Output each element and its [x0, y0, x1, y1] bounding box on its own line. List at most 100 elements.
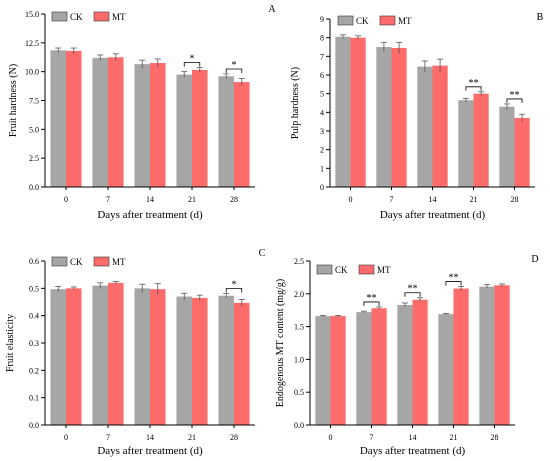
y-tick-label: 12.5 [25, 39, 39, 48]
significance-bracket [363, 301, 380, 306]
x-tick-label: 0 [329, 433, 333, 442]
bar-ck [356, 312, 372, 425]
x-tick-label: 28 [511, 195, 519, 204]
x-tick-label: 7 [370, 433, 374, 442]
x-tick-label: 7 [106, 195, 110, 204]
significance-label: ** [408, 284, 418, 295]
bar-ck [499, 106, 515, 187]
bar-mt [192, 297, 208, 425]
x-tick-label: 28 [230, 195, 238, 204]
y-axis-label: Endogenous MT content (mg/g) [275, 279, 286, 407]
bar-mt [391, 47, 407, 187]
significance-bracket [225, 288, 243, 293]
bar-ck [376, 47, 392, 187]
y-tick-label: 0.4 [29, 312, 39, 321]
x-tick-label: 0 [349, 195, 353, 204]
bar-mt [108, 57, 124, 187]
panel-letter: C [259, 248, 266, 259]
y-tick-label: 10.0 [25, 68, 39, 77]
panel-letter: D [531, 254, 538, 265]
bar-ck [438, 314, 454, 425]
legend-swatch-mt [358, 264, 375, 275]
bar-mt [66, 50, 82, 188]
y-tick-label: 0.3 [29, 339, 39, 348]
y-tick-label: 0.6 [29, 257, 39, 266]
y-tick-label: 9 [320, 15, 324, 24]
y-tick-label: 4 [320, 108, 324, 117]
x-tick-label: 0 [64, 195, 68, 204]
x-tick-label: 21 [188, 195, 196, 204]
y-tick-label: 5.0 [29, 125, 39, 134]
bar-mt [108, 282, 124, 425]
legend-label: MT [112, 12, 126, 22]
x-axis-label: Days after treatment (d) [360, 445, 466, 457]
y-tick-label: 1 [320, 164, 324, 173]
panel-b: B 0 1 2 3 4 5 6 7 8 9 0 7 14 21 28 ** ** Days after treatm… [290, 12, 544, 221]
y-tick-label: 3 [320, 127, 324, 136]
legend-swatch-mt [379, 15, 396, 26]
bar-ck [479, 286, 495, 425]
bar-mt [330, 316, 346, 425]
y-axis-label: Fruit elasticity [5, 314, 16, 372]
legend-label: MT [398, 16, 412, 26]
bar-mt [371, 308, 387, 425]
legend-label: CK [70, 257, 83, 267]
x-tick-label: 7 [106, 433, 110, 442]
y-axis-label: Fruit hardness (N) [8, 64, 19, 137]
y-tick-label: 0.5 [294, 388, 304, 397]
bar-ck [176, 74, 192, 187]
x-tick-label: 21 [188, 433, 196, 442]
bar-ck [417, 66, 433, 187]
bar-ck [134, 64, 150, 187]
bar-mt [432, 65, 448, 187]
significance-bracket [506, 98, 523, 103]
x-tick-label: 14 [146, 195, 154, 204]
significance-bracket [225, 68, 243, 73]
x-tick-label: 14 [146, 433, 154, 442]
legend-swatch-mt [93, 11, 110, 22]
panel-letter: B [537, 12, 544, 23]
y-tick-label: 7.5 [29, 97, 39, 106]
bar-mt [514, 117, 530, 187]
bar-ck [458, 100, 474, 187]
bar-mt [234, 82, 250, 187]
panel-c: C 0.0 0.1 0.2 0.3 0.4 0.5 0.6 0 7 14 21 28 * Days afte… [5, 248, 266, 457]
y-tick-label: 0.1 [29, 394, 39, 403]
significance-label: ** [469, 78, 479, 89]
y-tick-label: 15.0 [25, 10, 39, 19]
significance-label: * [190, 54, 195, 65]
bar-mt [234, 302, 250, 425]
bar-mt [66, 288, 82, 425]
bar-mt [150, 63, 166, 188]
legend-label: MT [112, 257, 126, 267]
bar-mt [350, 37, 366, 187]
bar-ck [335, 36, 351, 187]
panel-letter: A [268, 4, 276, 15]
y-tick-label: 1.0 [294, 355, 304, 364]
y-tick-label: 0.0 [29, 421, 39, 430]
y-tick-label: 5 [320, 90, 324, 99]
legend-swatch-ck [316, 264, 333, 275]
significance-bracket [404, 292, 421, 297]
legend-label: CK [335, 265, 348, 275]
x-tick-label: 21 [450, 433, 458, 442]
y-tick-label: 2.0 [294, 290, 304, 299]
y-tick-label: 1.5 [294, 323, 304, 332]
bar-ck [397, 304, 413, 425]
significance-label: * [232, 280, 237, 291]
x-axis-label: Days after treatment (d) [97, 209, 203, 221]
legend-swatch-ck [337, 15, 354, 26]
legend-swatch-ck [51, 256, 68, 267]
bar-ck [92, 57, 108, 188]
x-tick-label: 14 [429, 195, 437, 204]
bar-mt [453, 288, 469, 425]
bar-ck [218, 76, 234, 187]
x-tick-label: 28 [491, 433, 499, 442]
legend-label: MT [377, 265, 391, 275]
significance-bracket [445, 281, 462, 286]
significance-label: ** [449, 273, 459, 284]
bar-ck [315, 316, 331, 425]
x-axis-label: Days after treatment (d) [380, 209, 486, 221]
significance-bracket [465, 86, 482, 91]
